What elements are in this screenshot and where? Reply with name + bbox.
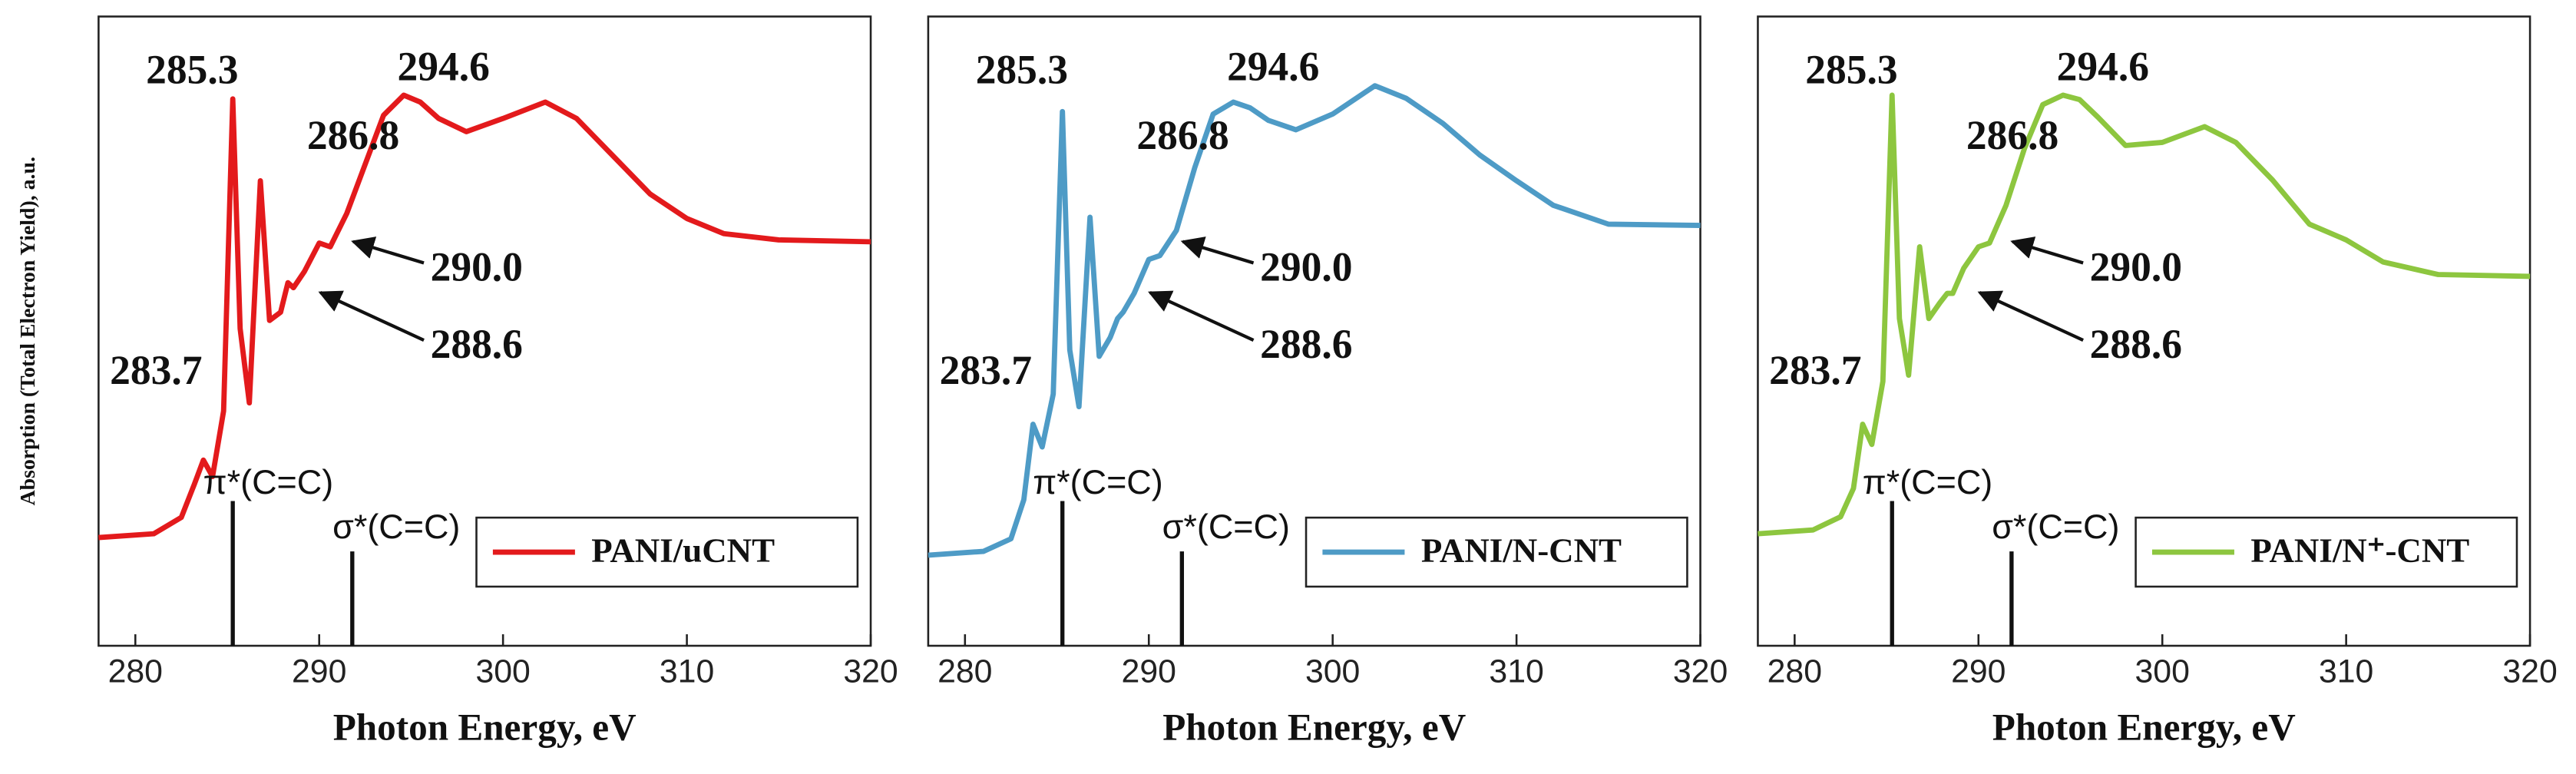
peak-label: 294.6 [1227,43,1319,89]
peak-label: 285.3 [976,47,1068,93]
line-series [1758,92,2531,537]
x-tick-label: 310 [2319,653,2373,690]
peak-label: 288.6 [2090,321,2182,367]
x-tick-label: 280 [1767,653,1822,690]
peak-label: 290.0 [431,243,523,289]
peak-label: 288.6 [431,321,523,367]
peak-label: 286.8 [1136,112,1228,158]
x-tick-label: 280 [108,653,163,690]
transition-label: π*(C=C) [1863,462,1993,501]
transition-label: σ*(C=C) [332,507,460,546]
peak-label: 285.3 [146,47,238,93]
x-tick-label: 290 [1951,653,2006,690]
peak-label: 290.0 [1260,243,1352,289]
annotation-arrow [1977,290,2084,342]
x-tick-label: 300 [2135,653,2190,690]
annotation-arrow [318,290,425,342]
x-axis-label: Photon Energy, eV [1992,706,2296,749]
x-tick-label: 300 [1305,653,1360,690]
x-tick-label: 320 [2502,653,2557,690]
line-series [98,92,871,541]
x-tick-label: 280 [937,653,992,690]
annotation-arrow [351,237,425,265]
x-tick-label: 320 [1673,653,1728,690]
peak-label: 288.6 [1260,321,1352,367]
plot-frame [98,15,872,647]
x-axis-label: Photon Energy, eV [1162,706,1466,749]
peak-label: 294.6 [398,43,490,89]
transition-label: π*(C=C) [203,462,334,501]
annotation-arrow [2010,237,2084,265]
x-tick-label: 310 [1489,653,1543,690]
peak-label: 290.0 [2090,243,2182,289]
plot-frame [927,15,1701,647]
x-tick-label: 310 [660,653,714,690]
x-tick-label: 290 [292,653,346,690]
x-tick-label: 290 [1122,653,1176,690]
plot-frame [1757,15,2531,647]
peak-label: 286.8 [307,112,399,158]
annotation-arrow [1148,290,1255,342]
peak-label: 283.7 [110,347,202,393]
legend-label: PANI/N-CNT [1421,531,1622,569]
annotation-arrow [1180,237,1255,265]
peak-label: 283.7 [1769,347,1861,393]
line-series [928,83,1701,558]
peak-label: 286.8 [1966,112,2058,158]
legend-label: PANI/N⁺-CNT [2250,531,2469,569]
transition-label: σ*(C=C) [1992,507,2119,546]
y-axis-label: Absorption (Total Electron Yield), a.u. [16,157,40,505]
transition-label: σ*(C=C) [1162,507,1290,546]
peak-label: 283.7 [940,347,1032,393]
transition-label: π*(C=C) [1033,462,1163,501]
peak-label: 294.6 [2057,43,2149,89]
x-tick-label: 300 [475,653,530,690]
peak-label: 285.3 [1805,47,1897,93]
legend-label: PANI/uCNT [591,531,775,569]
x-axis-label: Photon Energy, eV [333,706,637,749]
x-tick-label: 320 [843,653,898,690]
